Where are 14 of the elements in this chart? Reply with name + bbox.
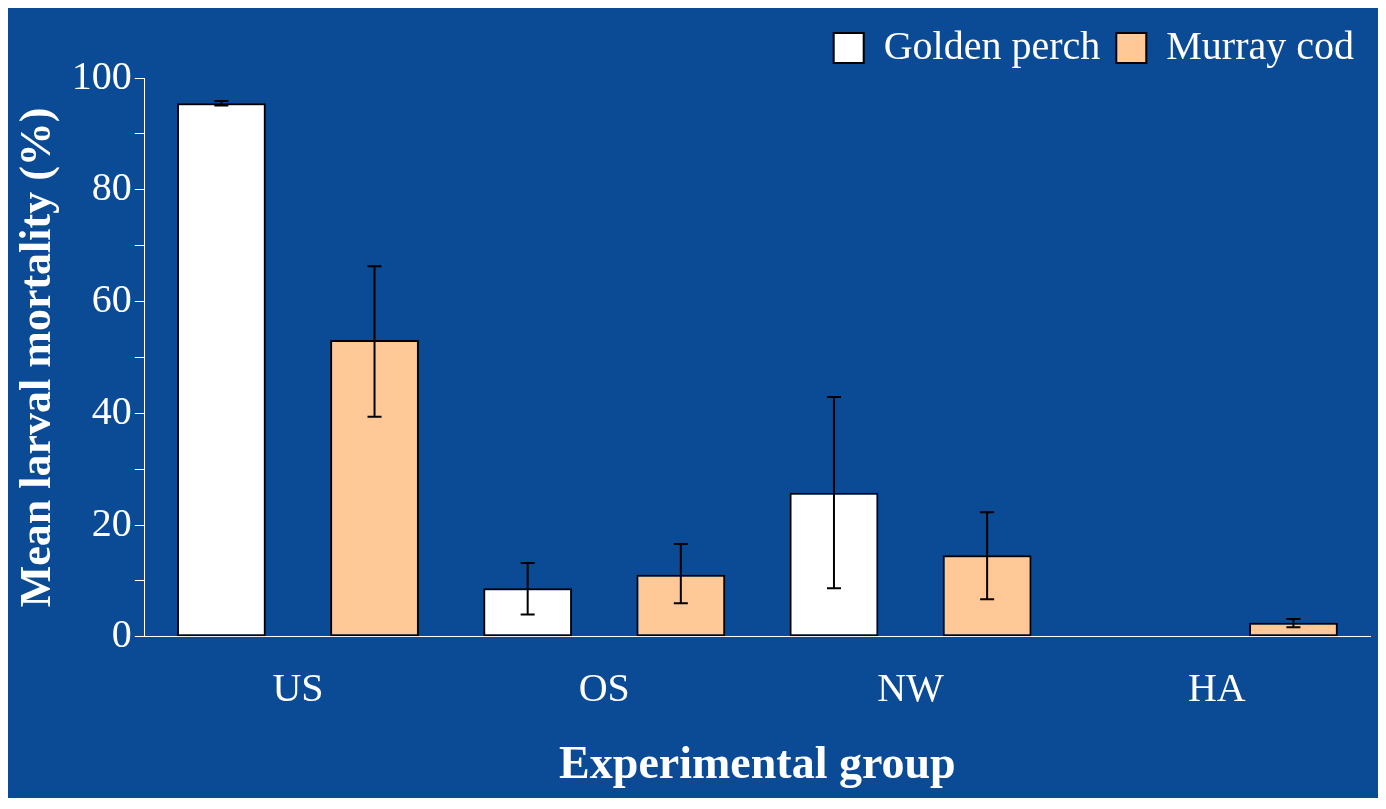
legend-label: Murray cod — [1166, 22, 1354, 68]
x-tick-label: HA — [1187, 665, 1246, 711]
x-tick-label: NW — [877, 665, 945, 711]
y-tick-label: 80 — [91, 164, 132, 210]
legend-label: Golden perch — [883, 22, 1101, 68]
y-tick-label: 0 — [111, 611, 132, 657]
y-tick-label: 20 — [91, 499, 132, 545]
y-tick-label: 40 — [91, 387, 132, 433]
y-tick-label: 100 — [71, 52, 132, 98]
x-tick-label: US — [272, 665, 324, 711]
x-tick-label: OS — [578, 665, 630, 711]
y-axis-title: Mean larval mortality (%) — [10, 107, 60, 608]
y-tick-label: 60 — [91, 276, 132, 322]
x-axis-title: Experimental group — [559, 737, 956, 789]
